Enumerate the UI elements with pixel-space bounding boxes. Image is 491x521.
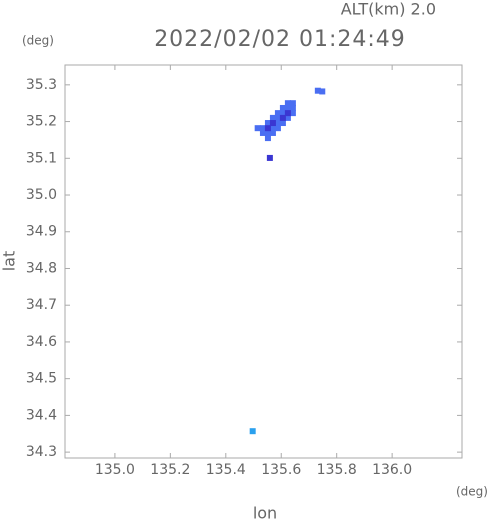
y-tick-label: 34.8 bbox=[26, 260, 57, 276]
echo-cell bbox=[254, 125, 261, 132]
echo-cell bbox=[249, 428, 256, 435]
echo-cell bbox=[264, 125, 271, 132]
echo-cell bbox=[289, 110, 296, 117]
echo-cell bbox=[279, 114, 286, 121]
echo-cell bbox=[284, 114, 291, 121]
chart-title: 2022/02/02 01:24:49 bbox=[154, 27, 406, 52]
echo-cell bbox=[259, 125, 266, 132]
y-tick-label: 35.0 bbox=[26, 187, 57, 203]
x-tick-label: 135.6 bbox=[261, 462, 301, 478]
echo-cell bbox=[279, 110, 286, 117]
echo-cell bbox=[264, 129, 271, 136]
echo-cell bbox=[266, 154, 273, 161]
y-tick-label: 34.9 bbox=[26, 224, 57, 240]
altitude-label: ALT(km) 2.0 bbox=[341, 0, 436, 19]
y-tick-label: 35.2 bbox=[26, 114, 57, 130]
y-tick-label: 35.1 bbox=[26, 150, 57, 166]
x-tick-label: 135.0 bbox=[95, 462, 135, 478]
echo-cell bbox=[264, 120, 271, 127]
echo-cell bbox=[269, 129, 276, 136]
x-tick-label: 135.2 bbox=[150, 462, 190, 478]
echo-cell bbox=[269, 125, 276, 132]
y-tick-label: 34.3 bbox=[26, 444, 57, 460]
y-tick-label: 35.3 bbox=[26, 77, 57, 93]
x-tick-label: 135.8 bbox=[317, 462, 357, 478]
y-tick-label: 34.4 bbox=[26, 407, 57, 423]
y-unit: (deg) bbox=[22, 34, 54, 48]
x-unit: (deg) bbox=[456, 485, 488, 499]
echo-cell bbox=[319, 88, 326, 95]
echo-cell bbox=[269, 120, 276, 127]
x-tick-label: 136.0 bbox=[372, 462, 412, 478]
x-axis-label: lon bbox=[253, 504, 277, 521]
echo-cell bbox=[314, 87, 321, 94]
echo-cell bbox=[274, 125, 281, 132]
echo-cell bbox=[284, 100, 291, 107]
y-tick-label: 34.6 bbox=[26, 334, 57, 350]
echo-cell bbox=[289, 104, 296, 111]
echo-cell bbox=[274, 120, 281, 127]
echo-cell bbox=[284, 104, 291, 111]
echo-cell bbox=[289, 100, 296, 107]
y-tick-label: 34.5 bbox=[26, 371, 57, 387]
echo-cell bbox=[279, 120, 286, 127]
y-tick-label: 34.7 bbox=[26, 297, 57, 313]
echo-cell bbox=[274, 114, 281, 121]
echo-cell bbox=[279, 104, 286, 111]
echo-cell bbox=[274, 110, 281, 117]
echo-cell bbox=[264, 135, 271, 142]
x-tick-label: 135.4 bbox=[206, 462, 246, 478]
y-axis-label: lat bbox=[0, 251, 19, 272]
echo-cell bbox=[284, 110, 291, 117]
echo-cell bbox=[259, 129, 266, 136]
echo-cell bbox=[269, 114, 276, 121]
plot-frame bbox=[64, 64, 463, 459]
